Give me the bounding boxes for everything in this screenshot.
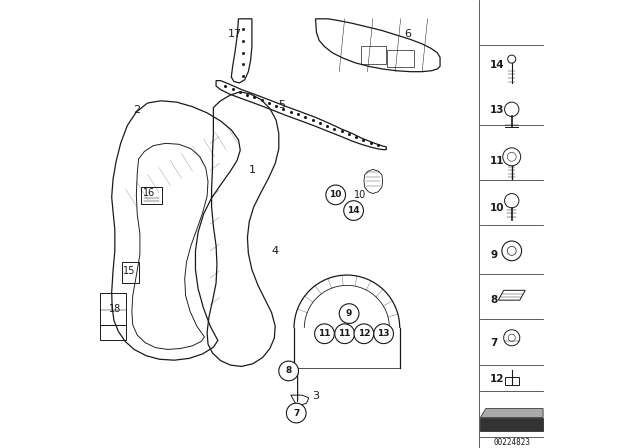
Text: 17: 17 (228, 29, 242, 39)
Text: 12: 12 (358, 329, 370, 338)
Bar (141, 187, 163, 204)
Text: 18: 18 (109, 304, 121, 314)
Text: 9: 9 (490, 250, 497, 260)
Text: 13: 13 (490, 105, 505, 115)
Text: 14: 14 (490, 60, 505, 70)
Circle shape (315, 324, 334, 344)
Circle shape (344, 201, 364, 220)
Text: 11: 11 (318, 329, 331, 338)
Text: 13: 13 (378, 329, 390, 338)
Text: 10: 10 (490, 203, 505, 213)
Bar (361, 46, 386, 64)
Text: 14: 14 (348, 206, 360, 215)
Text: 11: 11 (339, 329, 351, 338)
Text: 2: 2 (132, 105, 140, 115)
Text: 11: 11 (490, 156, 505, 166)
Text: 7: 7 (293, 409, 300, 418)
Text: 5: 5 (278, 100, 285, 110)
Bar (100, 293, 127, 325)
Text: 7: 7 (490, 338, 498, 348)
Circle shape (335, 324, 355, 344)
Text: 6: 6 (404, 29, 411, 39)
Polygon shape (481, 418, 543, 431)
Circle shape (354, 324, 374, 344)
Bar (504, 377, 519, 385)
Text: 8: 8 (285, 366, 292, 375)
Circle shape (287, 403, 306, 423)
Circle shape (326, 185, 346, 205)
Text: 9: 9 (346, 309, 352, 318)
Text: 10: 10 (330, 190, 342, 199)
Text: 4: 4 (271, 246, 279, 256)
Text: 10: 10 (354, 190, 367, 200)
Text: 8: 8 (490, 295, 497, 305)
Text: 3: 3 (312, 392, 319, 401)
Text: 16: 16 (143, 188, 155, 198)
Text: 00224823: 00224823 (493, 438, 530, 447)
Circle shape (374, 324, 394, 344)
Bar (387, 50, 414, 67)
Polygon shape (481, 409, 543, 418)
Text: 1: 1 (250, 165, 256, 175)
Text: 12: 12 (490, 374, 505, 383)
Bar (100, 325, 127, 340)
Bar (122, 262, 139, 283)
Circle shape (279, 361, 298, 381)
Text: 15: 15 (124, 266, 136, 276)
Circle shape (339, 304, 359, 323)
